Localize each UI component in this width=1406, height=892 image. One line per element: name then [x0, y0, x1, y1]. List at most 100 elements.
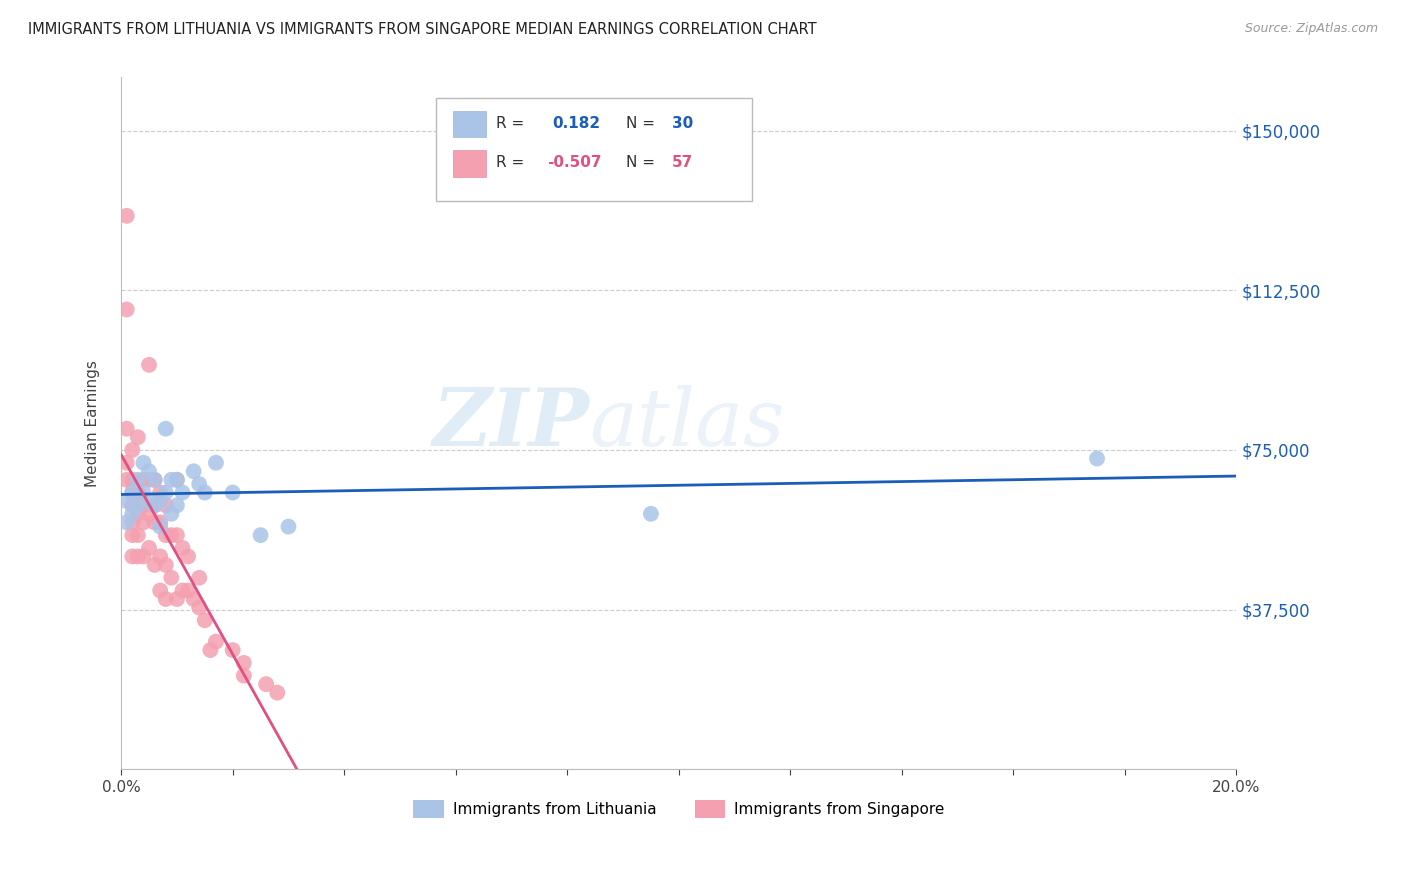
Point	[127, 507, 149, 521]
Point	[149, 485, 172, 500]
Point	[121, 507, 143, 521]
Point	[149, 494, 172, 508]
Y-axis label: Median Earnings: Median Earnings	[86, 360, 100, 487]
Point	[254, 677, 277, 691]
Point	[143, 473, 166, 487]
Text: R =: R =	[496, 155, 524, 169]
Point	[166, 592, 188, 607]
Point	[266, 686, 288, 700]
Legend: Immigrants from Lithuania, Immigrants from Singapore: Immigrants from Lithuania, Immigrants fr…	[406, 794, 950, 824]
Point	[155, 485, 177, 500]
Point	[221, 643, 243, 657]
Point	[160, 528, 183, 542]
Point	[166, 473, 188, 487]
Point	[183, 592, 205, 607]
Text: 0.182: 0.182	[553, 116, 600, 130]
Point	[127, 549, 149, 564]
Point	[138, 464, 160, 478]
Point	[155, 499, 177, 513]
Text: atlas: atlas	[589, 384, 785, 462]
Point	[194, 485, 217, 500]
Point	[166, 473, 188, 487]
Point	[155, 422, 177, 436]
Point	[138, 507, 160, 521]
Point	[149, 519, 172, 533]
Point	[143, 499, 166, 513]
Text: N =: N =	[626, 155, 655, 169]
Point	[166, 499, 188, 513]
Point	[132, 485, 155, 500]
Text: IMMIGRANTS FROM LITHUANIA VS IMMIGRANTS FROM SINGAPORE MEDIAN EARNINGS CORRELATI: IMMIGRANTS FROM LITHUANIA VS IMMIGRANTS …	[28, 22, 817, 37]
Point	[1085, 451, 1108, 466]
Point	[121, 442, 143, 457]
Point	[160, 507, 183, 521]
Point	[132, 473, 155, 487]
Point	[121, 485, 143, 500]
Point	[160, 571, 183, 585]
Text: 30: 30	[672, 116, 693, 130]
Point	[194, 613, 217, 627]
Point	[172, 541, 194, 555]
Point	[640, 507, 662, 521]
Point	[115, 516, 138, 530]
Point	[121, 516, 143, 530]
Point	[166, 528, 188, 542]
Point	[160, 473, 183, 487]
Point	[115, 456, 138, 470]
Point	[221, 485, 243, 500]
Point	[205, 634, 228, 648]
Point	[121, 499, 143, 513]
Text: R =: R =	[496, 116, 524, 130]
Point	[232, 668, 254, 682]
Point	[200, 643, 222, 657]
Point	[127, 528, 149, 542]
Text: ZIP: ZIP	[433, 384, 589, 462]
Text: -0.507: -0.507	[547, 155, 602, 169]
Text: 57: 57	[672, 155, 693, 169]
Point	[121, 473, 143, 487]
Point	[115, 422, 138, 436]
Point	[149, 549, 172, 564]
Point	[115, 473, 138, 487]
Point	[232, 656, 254, 670]
Point	[188, 571, 211, 585]
Point	[143, 558, 166, 572]
Point	[132, 456, 155, 470]
Point	[172, 485, 194, 500]
Point	[143, 499, 166, 513]
Point	[121, 485, 143, 500]
Point	[132, 499, 155, 513]
Point	[205, 456, 228, 470]
Point	[249, 528, 271, 542]
Point	[143, 473, 166, 487]
Point	[183, 464, 205, 478]
Point	[149, 516, 172, 530]
Point	[188, 477, 211, 491]
Point	[143, 516, 166, 530]
Point	[149, 583, 172, 598]
Point	[138, 541, 160, 555]
Point	[121, 528, 143, 542]
Point	[155, 592, 177, 607]
Point	[172, 583, 194, 598]
Point	[127, 499, 149, 513]
Point	[132, 516, 155, 530]
Point	[127, 485, 149, 500]
Point	[115, 494, 138, 508]
Text: N =: N =	[626, 116, 655, 130]
Point	[127, 430, 149, 444]
Point	[155, 558, 177, 572]
Point	[177, 549, 200, 564]
Point	[277, 519, 299, 533]
Point	[138, 358, 160, 372]
Point	[138, 473, 160, 487]
Point	[177, 583, 200, 598]
Point	[127, 473, 149, 487]
Text: Source: ZipAtlas.com: Source: ZipAtlas.com	[1244, 22, 1378, 36]
Point	[115, 302, 138, 317]
Point	[132, 549, 155, 564]
Point	[188, 600, 211, 615]
Point	[115, 209, 138, 223]
Point	[138, 494, 160, 508]
Point	[155, 528, 177, 542]
